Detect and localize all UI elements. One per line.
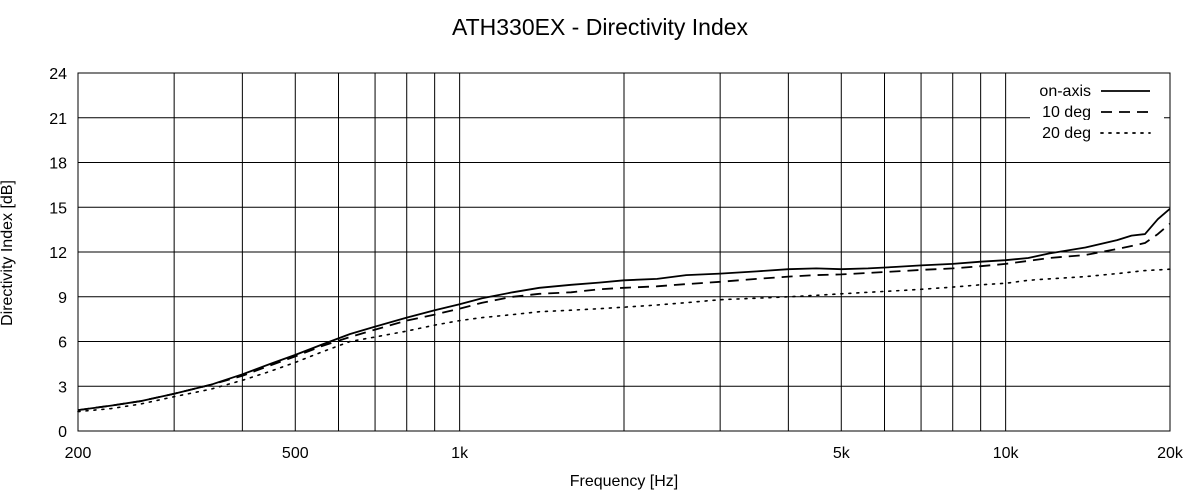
- legend-bg: [1030, 120, 1164, 140]
- y-tick-label: 0: [58, 424, 67, 441]
- x-tick-label: 5k: [833, 445, 851, 462]
- y-tick-label: 15: [49, 200, 67, 217]
- x-tick-label: 20k: [1157, 445, 1184, 462]
- y-tick-label: 6: [58, 335, 67, 352]
- legend-bg: [1030, 99, 1164, 119]
- x-tick-labels: 200 500 1k 5k 10k 20k: [65, 445, 1184, 462]
- legend-label: 10 deg: [1042, 104, 1091, 121]
- chart-title: ATH330EX - Directivity Index: [451, 14, 749, 40]
- legend-label: 20 deg: [1042, 125, 1091, 142]
- series-line-on-axis: [77, 208, 1171, 411]
- y-tick-label: 12: [49, 245, 67, 262]
- y-tick-label: 3: [58, 379, 67, 396]
- x-tick-label: 200: [65, 445, 92, 462]
- y-tick-label: 9: [58, 290, 67, 307]
- y-axis-label: Directivity Index [dB]: [0, 180, 16, 326]
- grid-lines: [77, 72, 1171, 432]
- x-axis-label: Frequency [Hz]: [569, 473, 679, 490]
- plot-area-border: [77, 72, 1171, 432]
- legend: on-axis 10 deg 20 deg: [1030, 78, 1164, 142]
- x-tick-label: 1k: [451, 445, 469, 462]
- series-lines: [77, 208, 1171, 413]
- x-tick-label: 500: [282, 445, 309, 462]
- y-tick-labels: 0 3 6 9 12 15 18 21 24: [49, 66, 67, 441]
- legend-label: on-axis: [1039, 83, 1091, 100]
- x-tick-label: 10k: [993, 445, 1020, 462]
- series-line-10-deg: [77, 223, 1171, 411]
- y-tick-label: 24: [49, 66, 67, 83]
- legend-bg: [1030, 78, 1164, 98]
- y-tick-label: 18: [49, 156, 67, 173]
- y-tick-label: 21: [49, 111, 67, 128]
